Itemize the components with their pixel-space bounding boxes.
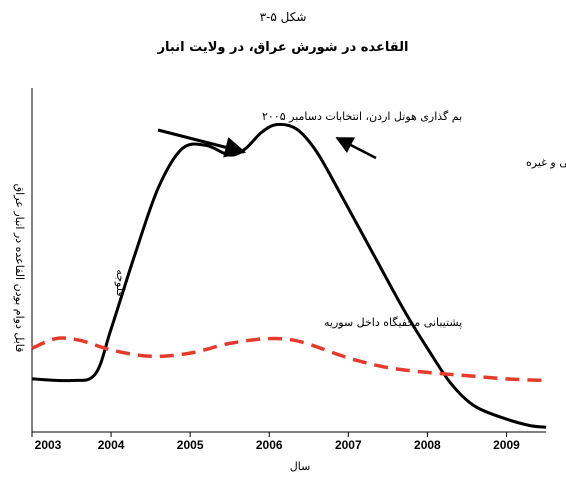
series-line-aqi-viability [31,122,547,429]
annotation-hideout-pressure-arrow [335,136,377,160]
series-line-syria-support [31,336,547,383]
x-tick-label: 2004 [98,438,125,452]
annotation-hideout-pressure: فشار بر مخفیگاه های داخلی و غیره [526,156,566,169]
x-tick-label: 2003 [35,438,62,452]
x-tick-layer: 2003 2004 2005 2006 2007 2008 2009 [31,432,520,452]
annotation-hotel-bombing-arrow [157,128,247,158]
x-tick-label: 2006 [256,438,283,452]
x-tick-label: 2008 [414,438,441,452]
figure-label: شکل ۵-۳ [259,10,307,24]
x-axis-label: سال [290,460,311,473]
x-tick-label: 2005 [177,438,204,452]
series-layer [31,122,547,429]
annotation-syria-support: پشتیبانی مخفیگاه داخل سوریه [324,316,462,329]
x-tick-label: 2007 [335,438,362,452]
annotation-fallujah: فلوجه [114,269,127,296]
annotation-hotel-bombing: بم گذاری هوتل اردن، انتخابات دسامبر ۲۰۰۵ [262,110,462,123]
y-axis-label: قابل دوام بودن القاعده در انبار عراق [13,184,26,353]
chart-title: القاعده در شورش عراق، در ولایت انبار [157,40,409,55]
x-tick-label: 2009 [493,438,520,452]
